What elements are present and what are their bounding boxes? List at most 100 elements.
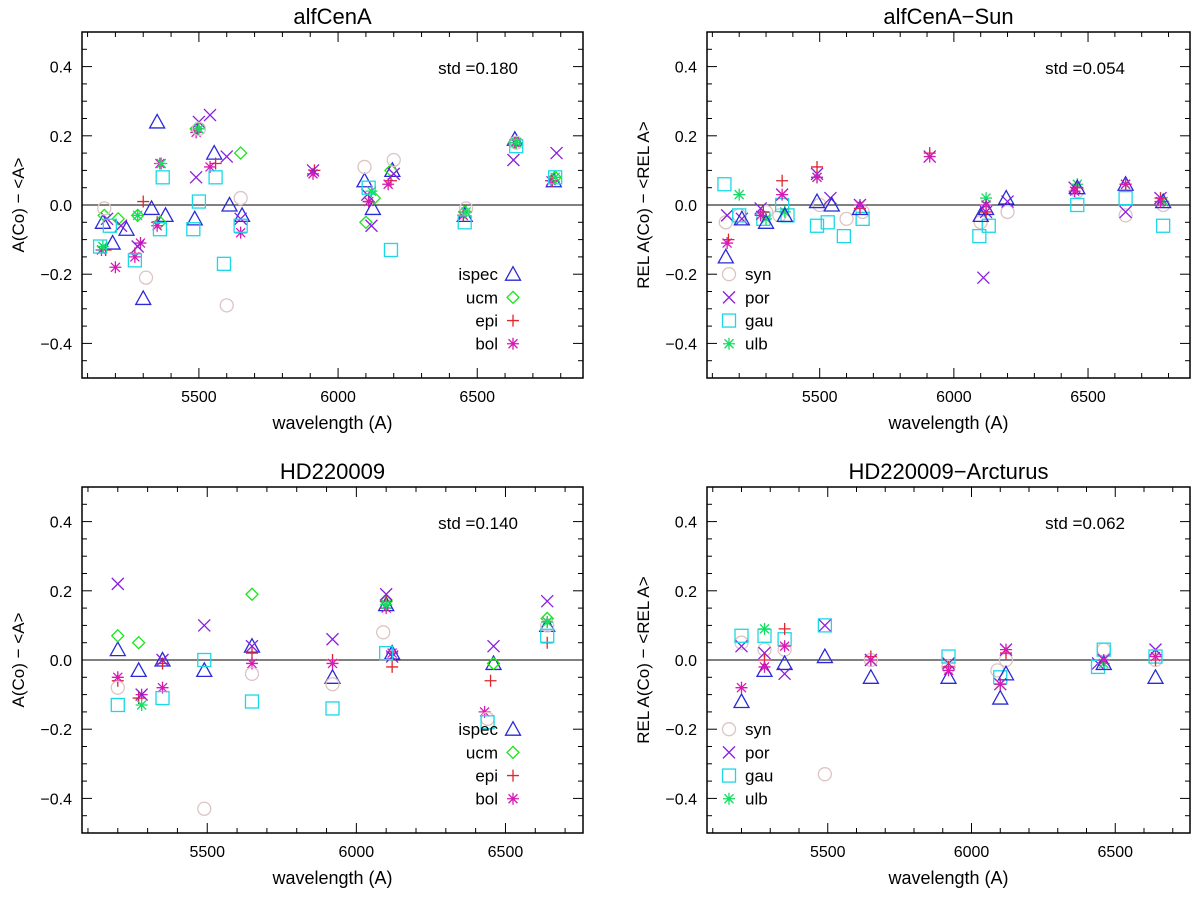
series-por — [100, 108, 564, 253]
marker-por — [306, 163, 320, 177]
marker-ispec — [816, 647, 834, 664]
marker-por — [487, 639, 500, 653]
marker-por — [379, 587, 393, 601]
marker-epi — [137, 195, 150, 208]
marker-gau — [820, 215, 835, 230]
y-axis-label: REL A(Co) − <REL A> — [634, 576, 653, 743]
marker-gau — [233, 218, 248, 233]
marker-bol — [853, 199, 866, 211]
marker-ispec — [997, 189, 1015, 205]
marker-ucm — [131, 635, 146, 650]
marker-ispec — [186, 210, 204, 226]
marker-gau — [1156, 218, 1171, 233]
marker-syn — [1000, 204, 1015, 220]
std-annotation: std =0.062 — [1045, 514, 1125, 533]
series-gau — [92, 139, 563, 271]
marker-ispec — [148, 113, 166, 129]
marker-epi — [811, 160, 824, 173]
marker-ispec — [355, 171, 374, 188]
series-bol — [721, 150, 1167, 250]
marker-bol — [1154, 195, 1167, 208]
std-annotation: std =0.054 — [1045, 59, 1125, 78]
marker-epi — [386, 660, 399, 673]
x-axis-label: wavelength (A) — [887, 868, 1008, 888]
marker-ispec — [104, 234, 122, 250]
marker-ulb — [760, 212, 773, 225]
marker-por — [722, 745, 736, 759]
marker-gau — [127, 253, 143, 268]
marker-ispec — [195, 661, 213, 678]
legend: syn por gau ulb — [721, 265, 773, 354]
marker-bol — [758, 660, 771, 673]
legend-label-gau: gau — [745, 767, 773, 786]
marker-bol — [507, 792, 519, 805]
marker-ispec — [220, 196, 239, 212]
marker-ispec — [1095, 654, 1113, 671]
marker-gau — [379, 645, 394, 661]
marker-gau — [383, 242, 399, 258]
marker-ucm — [367, 191, 382, 205]
y-tick-label: 0.2 — [50, 584, 72, 601]
marker-gau — [102, 218, 117, 233]
marker-por — [365, 219, 378, 233]
chart-title: alfCenA — [293, 4, 372, 29]
legend-label-por: por — [745, 743, 770, 762]
marker-syn — [721, 722, 737, 737]
marker-ispec — [130, 661, 148, 678]
marker-por — [131, 240, 145, 253]
marker-bol — [923, 150, 936, 163]
marker-syn — [325, 677, 340, 692]
legend-label-gau: gau — [745, 312, 773, 331]
marker-syn — [244, 666, 260, 681]
marker-bol — [1149, 650, 1162, 663]
marker-gau — [480, 715, 495, 730]
chart-title: HD220009 — [280, 459, 385, 484]
marker-bol — [980, 199, 993, 211]
chart-title: alfCenA−Sun — [883, 4, 1013, 29]
marker-ispec — [776, 206, 794, 223]
marker-gau — [1118, 190, 1133, 206]
marker-por — [758, 646, 771, 660]
series-bol — [95, 126, 557, 274]
legend-label-syn: syn — [745, 265, 771, 284]
marker-ispec — [1146, 668, 1165, 684]
marker-syn — [219, 298, 234, 313]
marker-ispec — [997, 665, 1015, 681]
marker-syn — [233, 190, 248, 206]
marker-gau — [972, 228, 987, 244]
y-axis-label: REL A(Co) − <REL A> — [634, 121, 653, 288]
marker-bol — [95, 243, 108, 256]
marker-bol — [1068, 185, 1081, 198]
marker-ulb — [96, 240, 109, 253]
series-ispec — [717, 175, 1172, 264]
marker-por — [540, 594, 554, 608]
marker-gau — [732, 208, 747, 223]
marker-ispec — [808, 192, 826, 209]
marker-por — [720, 208, 734, 222]
y-tick-label: 0.2 — [50, 129, 72, 146]
marker-gau — [191, 194, 207, 209]
legend-label-ulb: ulb — [745, 335, 768, 354]
marker-bol — [1119, 178, 1132, 191]
marker-por — [220, 150, 234, 164]
marker-syn — [357, 159, 372, 175]
x-tick-label: 6500 — [488, 844, 524, 861]
marker-gau — [836, 228, 851, 244]
marker-ucm — [233, 146, 248, 161]
marker-ulb — [723, 792, 735, 805]
marker-por — [197, 618, 211, 632]
y-tick-label: −0.4 — [665, 336, 697, 353]
y-tick-label: 0.2 — [675, 584, 697, 601]
marker-ulb — [733, 188, 746, 201]
marker-gau — [855, 211, 870, 226]
marker-ulb — [980, 192, 993, 205]
marker-ulb — [131, 209, 144, 222]
marker-ispec — [733, 210, 751, 226]
marker-bol — [245, 657, 258, 670]
marker-ulb — [380, 598, 393, 611]
y-axis-label: A(Co) − <A> — [9, 612, 28, 707]
marker-syn — [386, 152, 401, 168]
series-epi — [99, 122, 559, 260]
marker-gau — [548, 170, 563, 185]
